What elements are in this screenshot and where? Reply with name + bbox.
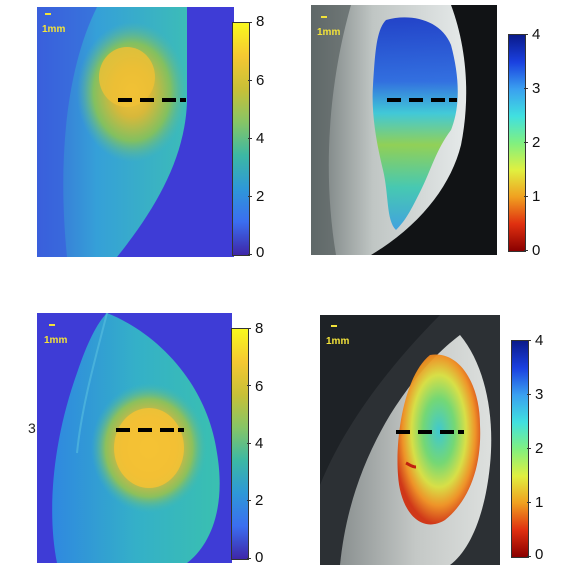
scale-bar-top-right	[321, 16, 327, 18]
colorbar-bottom-left-tick-0: 0	[255, 549, 264, 566]
colorbar-top-left-tick-2: 2	[256, 188, 265, 205]
colorbar-bottom-left	[231, 328, 249, 560]
scale-label-top-right: 1mm	[317, 27, 341, 38]
colorbar-bottom-right	[511, 340, 529, 558]
colorbar-top-right	[508, 34, 526, 252]
scale-label-bottom-right: 1mm	[326, 336, 350, 347]
colorbar-top-left-tick-6: 6	[256, 72, 265, 89]
colorbar-bottom-left-tick-4: 4	[255, 435, 264, 452]
scale-label-top-left: 1mm	[42, 24, 66, 35]
scale-bar-top-left	[45, 13, 51, 15]
panel-top-right-image	[311, 5, 497, 255]
colorbar-bottom-right-tick-2: 2	[535, 440, 544, 457]
colorbar-top-left-tick-8: 8	[256, 13, 265, 30]
scale-bar-bottom-right	[331, 325, 337, 327]
colorbar-bottom-right-tick-3: 3	[535, 386, 544, 403]
colorbar-bottom-left-tick-8: 8	[255, 320, 264, 337]
panel-bottom-left-image	[37, 313, 232, 563]
side-mark: 3	[28, 420, 36, 436]
colorbar-top-left	[232, 22, 250, 256]
colorbar-top-right-tick-4: 4	[532, 26, 541, 43]
colorbar-bottom-right-tick-4: 4	[535, 332, 544, 349]
scale-bar-bottom-left	[49, 324, 55, 326]
colorbar-top-right-tick-3: 3	[532, 80, 541, 97]
colorbar-bottom-right-tick-0: 0	[535, 546, 544, 563]
colorbar-top-right-tick-1: 1	[532, 188, 541, 205]
colorbar-top-right-tick-2: 2	[532, 134, 541, 151]
colorbar-bottom-right-tick-1: 1	[535, 494, 544, 511]
scale-label-bottom-left: 1mm	[44, 335, 68, 346]
colorbar-top-left-tick-0: 0	[256, 244, 265, 261]
colorbar-top-left-tick-4: 4	[256, 130, 265, 147]
panel-top-left-image	[37, 7, 234, 257]
colorbar-bottom-left-tick-2: 2	[255, 492, 264, 509]
panel-bottom-right-image	[320, 315, 500, 565]
colorbar-top-right-tick-0: 0	[532, 242, 541, 259]
colorbar-bottom-left-tick-6: 6	[255, 378, 264, 395]
